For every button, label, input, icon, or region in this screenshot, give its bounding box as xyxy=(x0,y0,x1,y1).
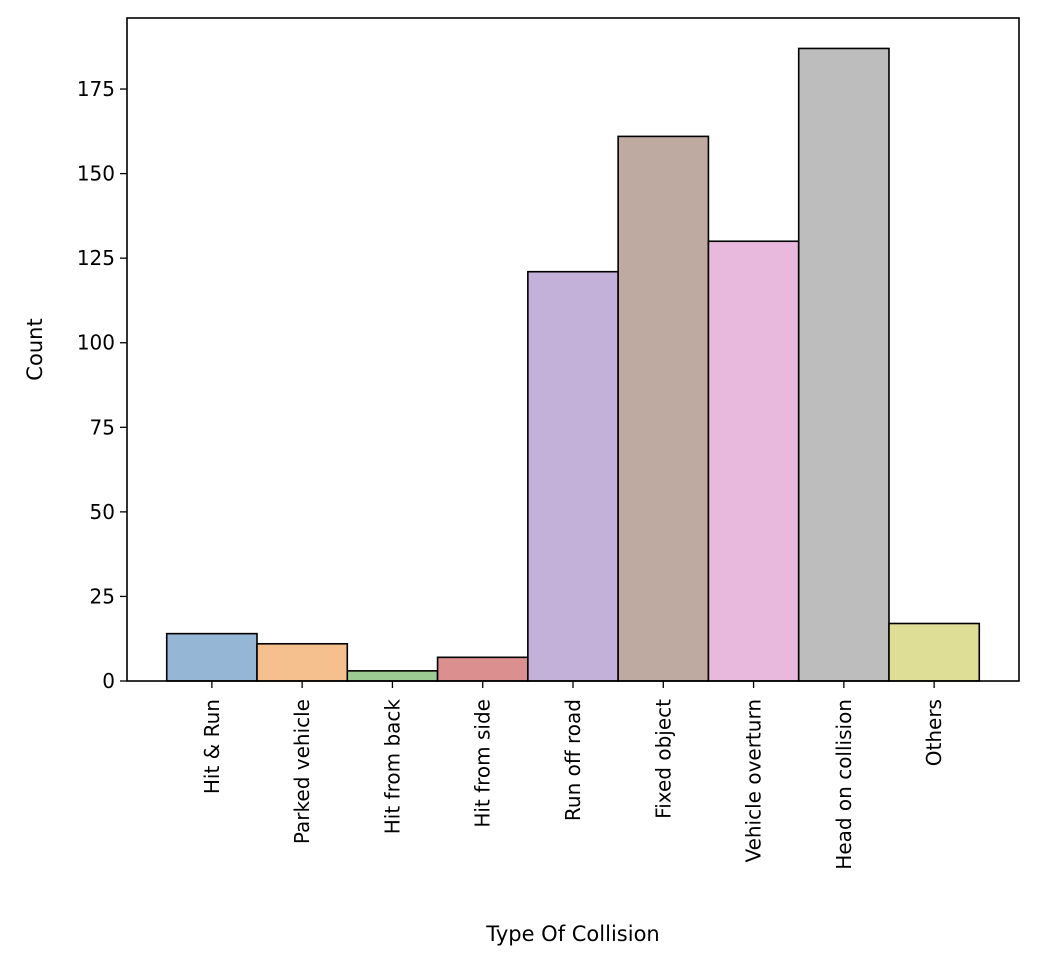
y-tick-label: 0 xyxy=(102,669,115,693)
y-axis-title: Count xyxy=(23,318,47,380)
y-tick-label: 75 xyxy=(90,415,115,439)
x-tick-label: Hit from back xyxy=(380,699,404,835)
x-tick-label: Others xyxy=(922,699,946,766)
bar-parked-vehicle xyxy=(256,642,349,682)
x-tick-label: Run off road xyxy=(561,699,585,821)
bar-hit-from-side xyxy=(436,656,529,682)
y-tick-label: 100 xyxy=(77,331,115,355)
x-tick-label: Hit from side xyxy=(471,699,495,828)
y-tick-label: 125 xyxy=(77,246,115,270)
y-tick-label: 50 xyxy=(90,500,115,524)
bars-group xyxy=(165,47,981,682)
bar-run-off-road xyxy=(527,270,619,682)
bar-fixed-object xyxy=(617,135,710,682)
bar-hit-run xyxy=(165,632,258,682)
x-tick-label: Hit & Run xyxy=(200,699,224,794)
x-tick-label: Fixed object xyxy=(651,699,675,819)
bar-vehicle-overturn xyxy=(707,240,800,682)
y-axis: 0 25 50 75 100 125 150 175 xyxy=(77,77,127,693)
y-tick-label: 25 xyxy=(90,584,115,608)
bar-hit-from-back xyxy=(346,670,439,682)
x-tick-label: Head on collision xyxy=(832,699,856,870)
y-tick-label: 175 xyxy=(77,77,115,101)
x-tick-label: Parked vehicle xyxy=(290,699,314,844)
x-tick-label: Vehicle overturn xyxy=(742,699,766,863)
bar-head-on-collision xyxy=(797,47,890,682)
y-tick-label: 150 xyxy=(77,162,115,186)
bar-others xyxy=(888,622,981,682)
x-axis: Hit & Run Parked vehicle Hit from back Hit … xyxy=(200,681,946,870)
x-axis-title: Type Of Collision xyxy=(485,922,659,946)
